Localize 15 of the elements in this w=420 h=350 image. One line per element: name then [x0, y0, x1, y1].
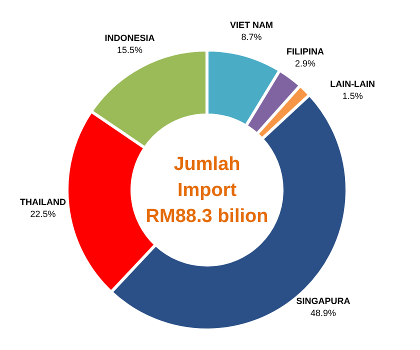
data-label: 15.5% — [117, 45, 143, 56]
text: Import — [177, 180, 238, 201]
data-label: 1.5% — [342, 91, 363, 102]
slice-label: INDONESIA — [104, 33, 156, 44]
text: RM88.3 bilion — [146, 206, 268, 227]
slice-label: SINGAPURA — [296, 296, 351, 306]
slice-label: LAIN-LAIN — [330, 79, 376, 90]
data-label: 8.7% — [241, 32, 262, 42]
slice-label: VIET NAM — [230, 20, 274, 30]
data-label: 22.5% — [30, 209, 56, 220]
data-label: 48.9% — [310, 308, 336, 318]
slice-label: FILIPINA — [286, 46, 324, 56]
slice-label: THAILAND — [20, 197, 66, 208]
text: Jumlah — [174, 154, 240, 175]
data-label: 2.9% — [294, 58, 316, 68]
